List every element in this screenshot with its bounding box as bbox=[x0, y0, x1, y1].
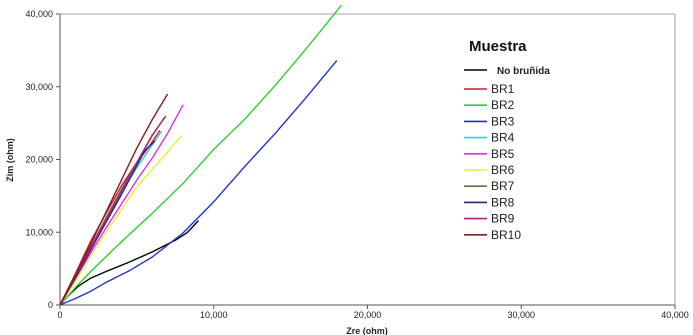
series-line-br2 bbox=[59, 4, 342, 306]
plot-area bbox=[59, 13, 676, 306]
legend-label: BR7 bbox=[491, 179, 515, 193]
y-tick-label: 30,000 bbox=[25, 82, 53, 92]
series-line-no-bru-ida bbox=[59, 220, 199, 306]
y-tick-label: 40,000 bbox=[25, 9, 53, 19]
legend-label: BR3 bbox=[491, 114, 515, 128]
legend-label: BR9 bbox=[491, 212, 515, 226]
series-lines bbox=[59, 4, 342, 306]
y-tick-label: 0 bbox=[48, 300, 53, 310]
legend-title: Muestra bbox=[469, 38, 527, 55]
legend-label: BR6 bbox=[491, 163, 515, 177]
x-tick-label: 40,000 bbox=[661, 310, 689, 320]
legend-label: No bruñida bbox=[497, 66, 550, 77]
y-axis-label: Zim (ohm) bbox=[5, 138, 15, 182]
series-line-br10 bbox=[59, 93, 169, 306]
y-tick-label: 20,000 bbox=[25, 155, 53, 165]
series-line-br9 bbox=[59, 116, 166, 306]
series-line-br3 bbox=[59, 60, 338, 306]
legend-label: BR10 bbox=[491, 228, 521, 242]
legend-label: BR1 bbox=[491, 82, 515, 96]
axis-ticks: 0 10,000 20,000 30,000 40,000 0 10,000 20,000 30… bbox=[25, 9, 688, 320]
x-tick-label: 20,000 bbox=[354, 310, 382, 320]
legend-label: BR5 bbox=[491, 147, 515, 161]
x-tick-label: 10,000 bbox=[200, 310, 228, 320]
legend-label: BR8 bbox=[491, 195, 515, 209]
y-tick-label: 10,000 bbox=[25, 227, 53, 237]
series-line-br8 bbox=[59, 140, 156, 306]
legend-label: BR2 bbox=[491, 98, 515, 112]
x-tick-label: 0 bbox=[57, 310, 62, 320]
x-axis-label: Zre (ohm) bbox=[346, 326, 388, 335]
x-tick-label: 30,000 bbox=[507, 310, 535, 320]
series-line-br6 bbox=[59, 135, 183, 306]
legend: Muestra No bruñida BR1 BR2 BR3 BR4 BR5 BR6 BR7 B… bbox=[464, 38, 550, 242]
legend-label: BR4 bbox=[491, 131, 515, 145]
